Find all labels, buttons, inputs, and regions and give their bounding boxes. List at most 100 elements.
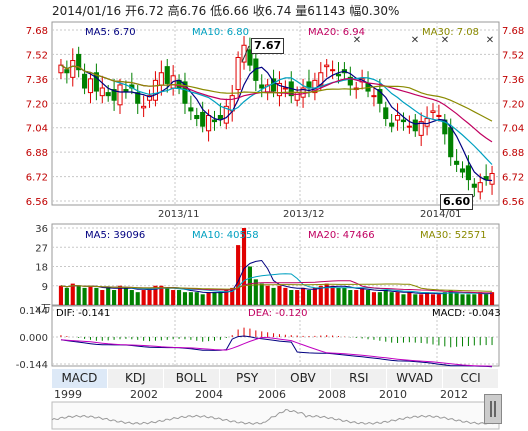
candle-body xyxy=(424,118,430,127)
candle-body xyxy=(82,73,88,89)
candle-body xyxy=(217,115,223,120)
year-label: 2010 xyxy=(379,388,407,401)
low-callout: 6.60 xyxy=(440,194,474,210)
tab-obv[interactable]: OBV xyxy=(275,369,332,388)
volume-bar xyxy=(365,290,371,305)
vol-unit-label: x万 xyxy=(35,304,51,315)
vol-ma5-label: MA5: 39096 xyxy=(85,230,146,241)
candle-body xyxy=(448,127,454,158)
price-y-tick-left: 7.52 xyxy=(26,50,48,61)
timeline-range-handle[interactable] xyxy=(484,394,502,424)
volume-bar xyxy=(413,294,418,305)
candle-body xyxy=(418,121,424,136)
candle-body xyxy=(282,87,288,90)
vol-y-tick: 9 xyxy=(42,282,48,293)
volume-bar xyxy=(117,285,123,305)
dea-line xyxy=(60,336,493,367)
candle-body xyxy=(276,82,283,97)
timeline-years: 1999 2002 2004 2006 2008 2010 2012 xyxy=(52,388,499,402)
volume-bar xyxy=(336,287,341,305)
volume-bar xyxy=(377,292,382,305)
high-value: 6.76 xyxy=(179,4,207,18)
candle-body xyxy=(117,84,123,106)
high-callout-connector xyxy=(241,45,250,63)
price-y-tick-left: 7.68 xyxy=(26,26,48,37)
volume-bar xyxy=(64,287,69,305)
volume-bar xyxy=(253,279,258,305)
candle-body xyxy=(471,183,477,188)
dea-label: DEA: -0.120 xyxy=(248,308,308,319)
volume-bar xyxy=(88,285,93,305)
candle-body xyxy=(412,119,418,132)
volume-bar xyxy=(383,290,388,305)
low-value: 6.66 xyxy=(222,4,249,18)
candle-body xyxy=(312,79,318,94)
candle-body xyxy=(324,64,330,68)
volume-bar xyxy=(159,285,164,305)
volume-bar xyxy=(401,294,406,305)
volume-bar xyxy=(448,290,453,305)
price-y-tick-right: 7.52 xyxy=(502,50,524,61)
open-label: 开 xyxy=(125,4,138,18)
price-x-tick: 2013/11 xyxy=(158,209,200,220)
volume-bar xyxy=(330,285,335,305)
volume-bar xyxy=(454,292,459,305)
price-ma20-label: MA20: 6.94 xyxy=(308,27,366,38)
timeline-overview xyxy=(51,401,500,430)
candle-body xyxy=(211,119,218,123)
volume-bar xyxy=(430,294,436,305)
year-label: 2008 xyxy=(318,388,346,401)
tab-wvad[interactable]: WVAD xyxy=(387,369,444,388)
tab-macd[interactable]: MACD xyxy=(52,369,108,388)
volume-bar xyxy=(389,292,394,305)
volume-bar xyxy=(360,287,365,305)
event-marker-icon: ✕ xyxy=(441,35,449,46)
candle-body xyxy=(383,107,389,120)
candle-body xyxy=(135,92,141,104)
volume-bar xyxy=(153,285,158,305)
volume-bar xyxy=(295,290,300,305)
tab-psy[interactable]: PSY xyxy=(219,369,276,388)
candle-body xyxy=(200,111,206,127)
volume-bar xyxy=(224,290,229,305)
tab-cci[interactable]: CCI xyxy=(443,369,499,388)
volume-bar xyxy=(236,245,241,305)
tab-boll[interactable]: BOLL xyxy=(163,369,220,388)
price-y-tick-left: 7.36 xyxy=(26,75,48,86)
volume-bar xyxy=(176,290,182,305)
tab-kdj[interactable]: KDJ xyxy=(107,369,164,388)
candle-body xyxy=(253,58,259,81)
panel-frame xyxy=(51,21,500,206)
volume-bar xyxy=(230,287,235,305)
volume-label: 量 xyxy=(295,4,308,18)
candle-body xyxy=(93,72,99,92)
price-y-tick-left: 7.04 xyxy=(26,124,48,135)
volume-bar xyxy=(70,283,75,305)
high-label: 高 xyxy=(167,4,180,18)
candle-body xyxy=(105,92,111,97)
volume-bar xyxy=(94,287,99,305)
volume-bar xyxy=(135,292,140,305)
candle-body xyxy=(454,160,460,165)
volume-bar xyxy=(194,292,199,305)
volume-bar xyxy=(147,287,152,305)
candle-body xyxy=(247,49,253,66)
candle-body xyxy=(194,115,200,120)
dif-label: DIF: -0.141 xyxy=(56,308,111,319)
volume-bar xyxy=(259,283,264,305)
price-y-tick-right: 7.68 xyxy=(502,26,524,37)
volume-bar xyxy=(306,290,312,305)
candle-body xyxy=(70,60,76,78)
price-y-tick-left: 6.56 xyxy=(26,197,48,208)
change-label: 幅 xyxy=(349,4,362,18)
candle-body xyxy=(477,182,483,193)
tab-rsi[interactable]: RSI xyxy=(331,369,388,388)
vol-ma30-label: MA30: 52571 xyxy=(420,230,487,241)
candle-body xyxy=(182,81,188,104)
volume-bar xyxy=(200,294,205,305)
price-y-tick-left: 7.20 xyxy=(26,99,48,110)
year-label: 2004 xyxy=(195,388,223,401)
vol-y-tick: 18 xyxy=(35,263,48,274)
volume-bar xyxy=(58,285,64,305)
